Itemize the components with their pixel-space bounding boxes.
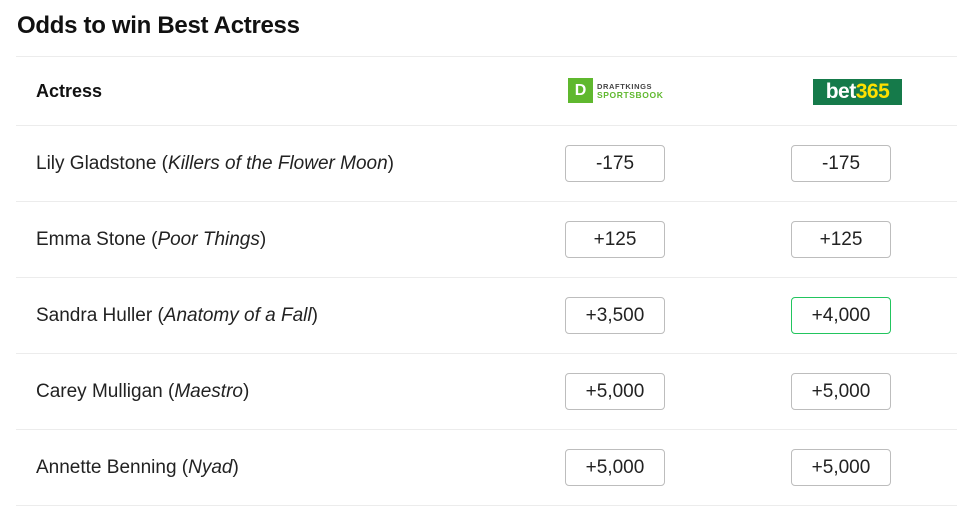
bet365-logo-365: 365: [855, 80, 890, 103]
film-title: Nyad: [188, 457, 233, 478]
actress-name: Sandra Huller (Anatomy of a Fall): [36, 305, 318, 326]
bet365-odds-button[interactable]: +5,000: [791, 449, 891, 486]
actress: Emma Stone: [36, 229, 146, 250]
page-title: Odds to win Best Actress: [17, 12, 300, 39]
film-title: Killers of the Flower Moon: [168, 153, 388, 174]
actress-name: Annette Benning (Nyad): [36, 457, 239, 478]
film-title: Poor Things: [157, 229, 260, 250]
sportsbook-logo-text: SPORTSBOOK: [597, 89, 664, 100]
draftkings-odds-button[interactable]: +125: [565, 221, 665, 258]
table-header: Actress D DRAFTKINGS SPORTSBOOK bet365: [16, 56, 957, 125]
table-row: Carey Mulligan (Maestro) +5,000 +5,000: [16, 353, 957, 429]
draftkings-odds-button[interactable]: +3,500: [565, 297, 665, 334]
table-row: Lily Gladstone (Killers of the Flower Mo…: [16, 125, 957, 201]
bet365-odds-button[interactable]: +125: [791, 221, 891, 258]
draftkings-crown-icon: D: [568, 78, 593, 103]
actress-column-header: Actress: [36, 81, 103, 101]
draftkings-odds-button[interactable]: +5,000: [565, 373, 665, 410]
actress-name: Emma Stone (Poor Things): [36, 229, 267, 250]
actress: Sandra Huller: [36, 305, 153, 326]
film-title: Anatomy of a Fall: [163, 305, 312, 326]
film-title: Maestro: [174, 381, 243, 402]
actress: Annette Benning: [36, 457, 177, 478]
bet365-logo-bet: bet: [825, 80, 857, 103]
bet365-logo: bet365: [813, 79, 902, 105]
actress: Carey Mulligan: [36, 381, 163, 402]
actress: Lily Gladstone: [36, 153, 157, 174]
draftkings-odds-button[interactable]: +5,000: [565, 449, 665, 486]
bet365-odds-button[interactable]: +5,000: [791, 373, 891, 410]
draftkings-logo: D DRAFTKINGS SPORTSBOOK: [568, 78, 663, 103]
actress-name: Carey Mulligan (Maestro): [36, 381, 250, 402]
bet365-odds-button[interactable]: +4,000: [791, 297, 891, 334]
table-row: Annette Benning (Nyad) +5,000 +5,000: [16, 429, 957, 506]
bet365-odds-button[interactable]: -175: [791, 145, 891, 182]
draftkings-odds-button[interactable]: -175: [565, 145, 665, 182]
table-row: Emma Stone (Poor Things) +125 +125: [16, 201, 957, 277]
table-row: Sandra Huller (Anatomy of a Fall) +3,500 +…: [16, 277, 957, 353]
actress-name: Lily Gladstone (Killers of the Flower Mo…: [36, 153, 394, 174]
odds-table: Actress D DRAFTKINGS SPORTSBOOK bet365 L…: [16, 56, 957, 506]
draftkings-logo-text: DRAFTKINGS: [597, 81, 653, 91]
